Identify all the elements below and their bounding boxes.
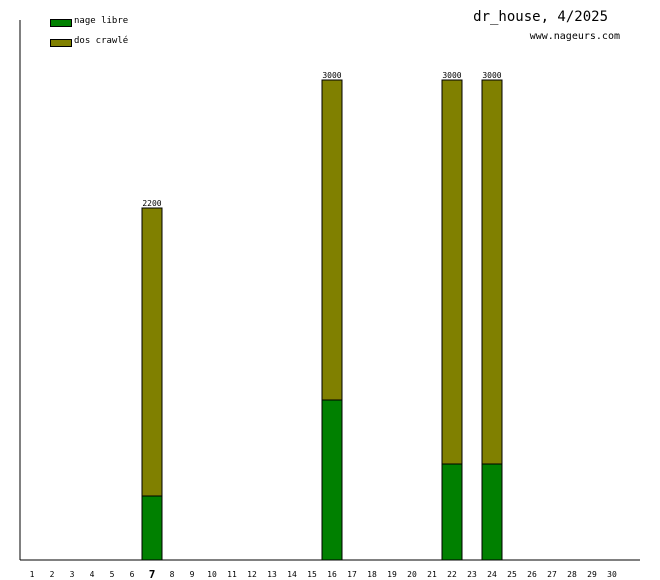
- x-tick-label-15: 15: [307, 570, 317, 579]
- legend-swatch-dos-crawle: [50, 39, 72, 47]
- x-tick-label-10: 10: [207, 570, 217, 579]
- legend-swatch-nage-libre: [50, 19, 72, 27]
- bar-segment-dos-crawle-7: [141, 207, 163, 497]
- x-tick-label-21: 21: [427, 570, 437, 579]
- x-tick-label-26: 26: [527, 570, 537, 579]
- x-tick-label-8: 8: [170, 570, 175, 579]
- bars-layer: [141, 79, 503, 561]
- x-tick-label-25: 25: [507, 570, 517, 579]
- x-tick-label-27: 27: [547, 570, 557, 579]
- bar-total-label-7: 2200: [142, 199, 161, 208]
- x-tick-label-18: 18: [367, 570, 377, 579]
- x-tick-label-19: 19: [387, 570, 397, 579]
- x-tick-label-9: 9: [190, 570, 195, 579]
- x-tick-label-16: 16: [327, 570, 337, 579]
- x-tick-label-14: 14: [287, 570, 297, 579]
- legend-label: dos crawlé: [74, 36, 129, 46]
- bar-segment-nage-libre-24: [481, 463, 503, 561]
- x-tick-label-13: 13: [267, 570, 277, 579]
- x-tick-label-12: 12: [247, 570, 257, 579]
- x-tick-label-17: 17: [347, 570, 357, 579]
- x-tick-label-11: 11: [227, 570, 237, 579]
- bar-segment-dos-crawle-24: [481, 79, 503, 465]
- x-tick-label-4: 4: [90, 570, 95, 579]
- x-tick-label-5: 5: [110, 570, 115, 579]
- x-tick-label-23: 23: [467, 570, 477, 579]
- bar-segment-dos-crawle-16: [321, 79, 343, 401]
- chart-title: dr_house, 4/2025: [473, 9, 608, 25]
- bar-total-label-24: 3000: [482, 71, 501, 80]
- x-tick-label-6: 6: [130, 570, 135, 579]
- bar-segment-dos-crawle-22: [441, 79, 463, 465]
- x-tick-label-1: 1: [30, 570, 35, 579]
- x-tick-label-24: 24: [487, 570, 497, 579]
- bar-segment-nage-libre-7: [141, 495, 163, 561]
- x-tick-label-20: 20: [407, 570, 417, 579]
- x-tick-label-2: 2: [50, 570, 55, 579]
- x-tick-label-7: 7: [149, 568, 156, 580]
- bar-total-label-22: 3000: [442, 71, 461, 80]
- bar-total-label-16: 3000: [322, 71, 341, 80]
- value-labels-layer: 2200 3000 3000 3000: [142, 71, 501, 208]
- x-tick-label-28: 28: [567, 570, 577, 579]
- x-tick-label-3: 3: [70, 570, 75, 579]
- x-tick-label-22: 22: [447, 570, 457, 579]
- bar-segment-nage-libre-22: [441, 463, 463, 561]
- x-tick-label-29: 29: [587, 570, 597, 579]
- site-url: www.nageurs.com: [529, 31, 620, 42]
- x-tick-labels: 1 2 3 4 5 6 7 8 9 10 11 12 13 14 15 16 17 18 19 20 21 22 23 24 2…: [30, 568, 617, 580]
- x-tick-label-30: 30: [607, 570, 617, 579]
- bar-segment-nage-libre-16: [321, 399, 343, 561]
- legend-label: nage libre: [74, 16, 129, 26]
